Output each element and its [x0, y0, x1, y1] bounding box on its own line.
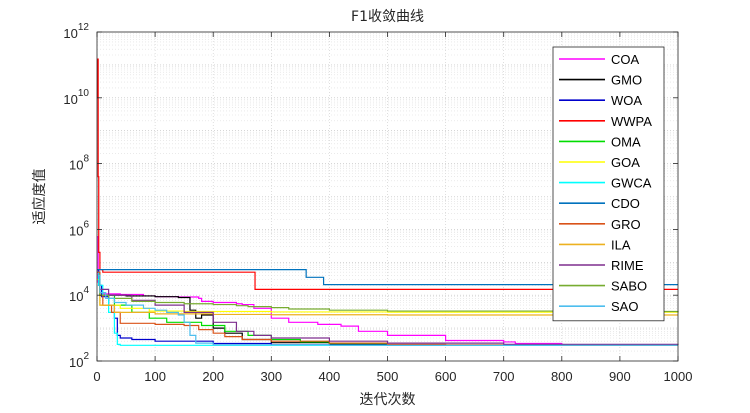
- chart-title: F1收敛曲线: [351, 9, 424, 25]
- y-tick-label: 106: [69, 219, 89, 238]
- x-tick-label: 400: [319, 369, 341, 384]
- legend-label-gmo: GMO: [611, 73, 642, 88]
- x-tick-label: 300: [260, 369, 282, 384]
- series-line-gro: [97, 271, 678, 346]
- series-line-coa: [97, 236, 678, 346]
- x-tick-label: 900: [609, 369, 631, 384]
- x-tick-label: 500: [377, 369, 399, 384]
- series-line-cdo: [97, 269, 678, 286]
- y-tick-labels: 102 104 106 108 1010 1012: [63, 22, 89, 370]
- x-tick-label: 200: [202, 369, 224, 384]
- y-tick-label: 102: [69, 351, 89, 370]
- legend-box: [552, 46, 665, 322]
- legend-label-gro: GRO: [611, 217, 641, 232]
- legend-label-coa: COA: [611, 52, 640, 67]
- x-tick-label: 800: [551, 369, 573, 384]
- axis-ticks: [96, 31, 679, 362]
- series-line-ila: [97, 274, 678, 316]
- y-tick-label: 104: [69, 285, 89, 304]
- series-line-wwpa: [96, 58, 678, 291]
- legend-label-gwca: GWCA: [611, 176, 652, 191]
- x-tick-label: 700: [493, 369, 515, 384]
- series-line-rime: [97, 274, 679, 345]
- x-tick-label: 100: [144, 369, 166, 384]
- legend-label-ila: ILA: [611, 237, 631, 252]
- y-tick-label: 1010: [63, 88, 89, 107]
- legend-label-oma: OMA: [611, 134, 641, 149]
- legend-label-sabo: SABO: [611, 279, 647, 294]
- y-tick-label: 1012: [63, 22, 89, 41]
- series-line-sao: [97, 274, 678, 346]
- legend: COA GMO WOA WWPA OMA GOA GWCA CDO GRO ILA RIME SABO…: [552, 46, 665, 322]
- x-tick-labels: 0 100 200 300 400 500 600 700 800 900 1000: [93, 369, 692, 384]
- legend-label-sao: SAO: [611, 299, 638, 314]
- series-line-sabo: [97, 274, 679, 313]
- x-tick-label: 1000: [664, 369, 693, 384]
- x-tick-label: 600: [435, 369, 457, 384]
- x-tick-label: 0: [93, 369, 100, 384]
- y-tick-label: 108: [69, 154, 89, 173]
- y-axis-label: 适应度值: [31, 169, 48, 225]
- legend-label-cdo: CDO: [611, 196, 640, 211]
- legend-label-goa: GOA: [611, 155, 640, 170]
- legend-label-rime: RIME: [611, 258, 644, 273]
- legend-label-wwpa: WWPA: [611, 114, 652, 129]
- x-axis-label: 迭代次数: [360, 392, 416, 408]
- legend-label-woa: WOA: [611, 93, 642, 108]
